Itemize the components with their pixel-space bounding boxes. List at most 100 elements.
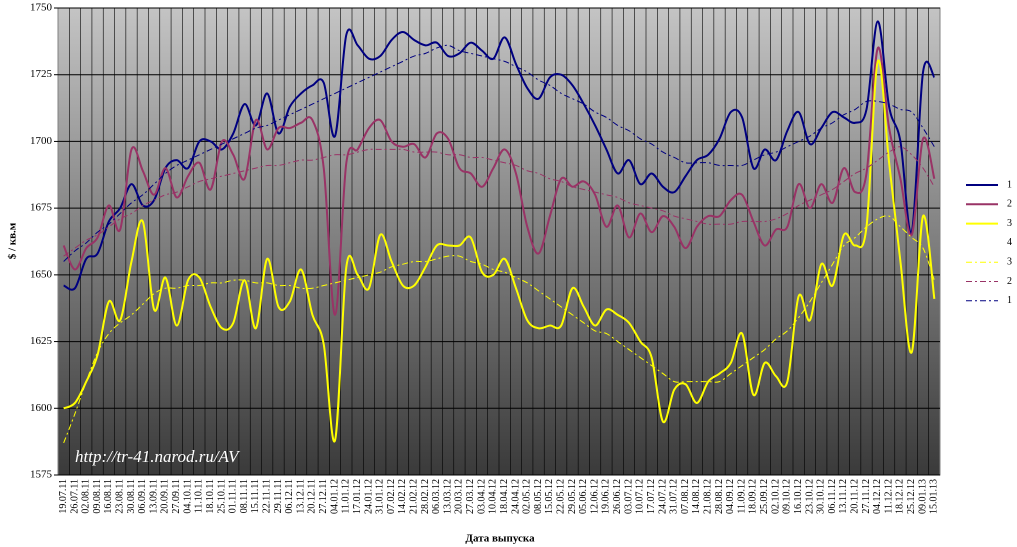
x-tick-label: 25.10.11 <box>216 479 227 514</box>
y-tick-label: 1625 <box>30 335 53 347</box>
x-tick-label: 22.05.12 <box>555 479 566 514</box>
x-tick-label: 09.01.13 <box>917 479 928 514</box>
series-line <box>63 215 935 444</box>
x-tick-label: 04.12.12 <box>872 479 883 514</box>
x-tick-label: 05.06.12 <box>578 479 589 514</box>
x-tick-label: 04.01.12 <box>329 479 340 514</box>
x-tick-label: 06.11.12 <box>827 479 838 514</box>
x-tick-label: 10.07.12 <box>635 479 646 514</box>
y-tick-label: 1700 <box>30 135 53 147</box>
x-tick-label: 31.01.12 <box>375 479 386 514</box>
x-tick-label: 04.09.12 <box>725 479 736 514</box>
legend-label: 4 <box>1007 237 1012 248</box>
x-tick-label: 18.04.12 <box>499 479 510 514</box>
legend-label: 3 <box>1007 256 1012 267</box>
x-tick-label: 11.12.12 <box>883 479 894 514</box>
watermark: http://tr-41.narod.ru/AV <box>75 447 241 466</box>
x-tick-label: 12.06.12 <box>589 479 600 514</box>
x-tick-label: 21.08.12 <box>702 479 713 514</box>
x-tick-label: 08.05.12 <box>533 479 544 514</box>
x-tick-label: 25.12.12 <box>906 479 917 514</box>
x-tick-label: 27.09.11 <box>171 479 182 514</box>
x-tick-label: 19.06.12 <box>601 479 612 514</box>
x-tick-label: 11.09.12 <box>736 479 747 514</box>
x-tick-label: 27.12.11 <box>318 479 329 514</box>
x-tick-label: 22.11.11 <box>261 479 272 513</box>
x-tick-label: 24.07.12 <box>657 479 668 514</box>
x-tick-label: 27.11.12 <box>861 479 872 514</box>
x-tick-label: 07.08.12 <box>680 479 691 514</box>
x-tick-label: 10.04.12 <box>488 479 499 514</box>
x-tick-label: 23.08.11 <box>114 479 125 514</box>
x-tick-label: 29.11.11 <box>273 479 284 513</box>
x-tick-label: 09.10.12 <box>782 479 793 514</box>
x-tick-label: 15.05.12 <box>544 479 555 514</box>
x-tick-label: 03.07.12 <box>623 479 634 514</box>
x-tick-label: 13.11.12 <box>838 479 849 514</box>
x-tick-label: 25.09.12 <box>759 479 770 514</box>
x-tick-label: 08.11.11 <box>239 479 250 513</box>
legend-label: 3 <box>1007 218 1012 229</box>
x-tick-label: 21.02.12 <box>408 479 419 514</box>
x-tick-label: 11.10.11 <box>194 479 205 513</box>
series-line <box>63 59 936 443</box>
y-tick-label: 1675 <box>30 202 53 214</box>
x-tick-label: 18.09.12 <box>748 479 759 514</box>
x-tick-label: 06.12.11 <box>284 479 295 514</box>
x-tick-label: 17.07.12 <box>646 479 657 514</box>
x-tick-label: 18.12.12 <box>895 479 906 514</box>
x-tick-label: 06.09.11 <box>137 479 148 514</box>
x-tick-label: 20.03.12 <box>454 479 465 514</box>
x-tick-label: 20.12.11 <box>307 479 318 514</box>
x-tick-label: 24.01.12 <box>363 479 374 514</box>
y-tick-label: 1600 <box>30 402 53 414</box>
x-tick-label: 16.08.11 <box>103 479 114 514</box>
x-tick-label: 15.01.13 <box>929 479 940 514</box>
x-tick-label: 07.02.12 <box>386 479 397 514</box>
y-tick-label: 1725 <box>30 68 53 80</box>
x-tick-label: 18.10.11 <box>205 479 216 514</box>
x-tick-label: 03.04.12 <box>476 479 487 514</box>
y-tick-label: 1575 <box>30 469 53 481</box>
x-tick-label: 01.11.11 <box>228 479 239 513</box>
x-tick-label: 29.05.12 <box>567 479 578 514</box>
y-axis-label: $ / кв.м <box>7 222 19 259</box>
legend-label: 2 <box>1007 199 1012 210</box>
y-tick-label: 1750 <box>30 2 53 14</box>
x-tick-label: 13.12.11 <box>295 479 306 514</box>
x-tick-label: 27.03.12 <box>465 479 476 514</box>
x-tick-label: 30.08.11 <box>126 479 137 514</box>
x-tick-label: 24.04.12 <box>510 479 521 514</box>
x-tick-label: 14.02.12 <box>397 479 408 514</box>
x-tick-label: 13.03.12 <box>442 479 453 514</box>
x-tick-label: 14.08.12 <box>691 479 702 514</box>
x-tick-label: 13.09.11 <box>148 479 159 514</box>
legend-label: 2 <box>1007 276 1012 287</box>
x-tick-label: 09.08.11 <box>92 479 103 514</box>
x-tick-label: 17.01.12 <box>352 479 363 514</box>
x-tick-label: 11.01.12 <box>341 479 352 514</box>
x-tick-label: 20.11.12 <box>849 479 860 514</box>
legend-label: 1 <box>1007 179 1012 190</box>
x-tick-label: 06.03.12 <box>431 479 442 514</box>
x-tick-label: 26.06.12 <box>612 479 623 514</box>
x-tick-label: 15.11.11 <box>250 479 261 513</box>
series-line <box>63 20 936 291</box>
x-tick-label: 30.10.12 <box>816 479 827 514</box>
x-tick-label: 28.02.12 <box>420 479 431 514</box>
x-tick-label: 23.10.12 <box>804 479 815 514</box>
x-tick-label: 04.10.11 <box>182 479 193 514</box>
x-axis-label: Дата выпуска <box>465 533 535 545</box>
x-tick-label: 16.10.12 <box>793 479 804 514</box>
x-tick-label: 02.05.12 <box>522 479 533 514</box>
x-tick-label: 26.07.11 <box>69 479 80 514</box>
x-tick-label: 02.10.12 <box>770 479 781 514</box>
x-tick-label: 20.09.11 <box>160 479 171 514</box>
x-tick-label: 28.08.12 <box>714 479 725 514</box>
x-tick-label: 02.08.11 <box>81 479 92 514</box>
y-tick-label: 1650 <box>30 268 53 280</box>
x-tick-label: 19.07.11 <box>58 479 69 514</box>
series-line <box>63 44 935 262</box>
legend-label: 1 <box>1007 295 1012 306</box>
